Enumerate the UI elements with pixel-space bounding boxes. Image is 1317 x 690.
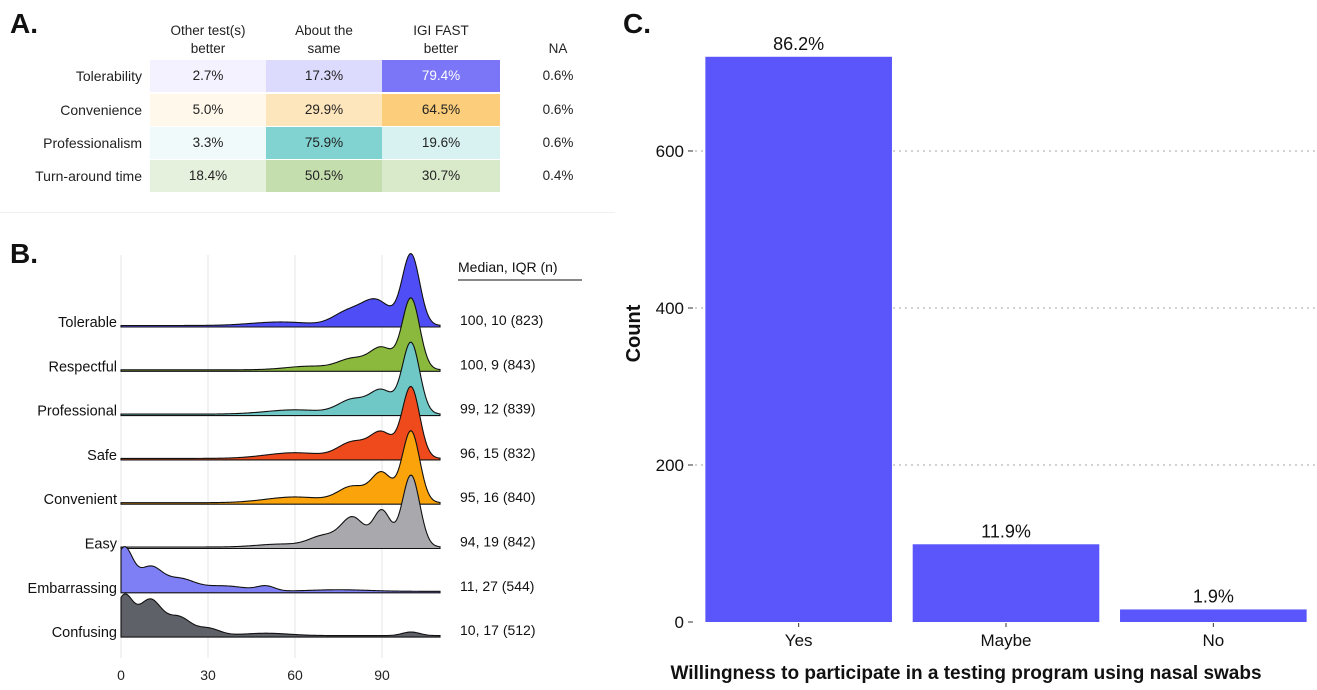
table-cell: 75.9% bbox=[266, 127, 382, 159]
ridge-stats: 100, 9 (843) bbox=[460, 356, 536, 372]
bar bbox=[1120, 609, 1307, 622]
bar-data-label: 11.9% bbox=[981, 521, 1031, 541]
table-cell: 0.6% bbox=[542, 102, 574, 117]
x-tick-label: 60 bbox=[287, 667, 303, 683]
ridge-label: Embarrassing bbox=[28, 581, 117, 597]
ridge-label: Respectful bbox=[48, 359, 117, 375]
table-row-label: Tolerability bbox=[75, 68, 142, 84]
panel-a-label: A. bbox=[10, 8, 38, 39]
table-cell: 29.9% bbox=[266, 94, 382, 126]
bar-chart: 0 200 400 600 86.2% Yes 11.9% Maybe 1.9% No Count W… bbox=[623, 34, 1317, 684]
y-tick-label: 400 bbox=[656, 299, 684, 318]
bar-data-label: 86.2% bbox=[773, 34, 824, 54]
x-tick-label: Maybe bbox=[980, 631, 1031, 650]
ridge-label: Tolerable bbox=[58, 315, 117, 331]
table-cell: 19.6% bbox=[382, 127, 500, 159]
table-cell: 18.4% bbox=[150, 160, 266, 192]
x-tick-label: 90 bbox=[374, 667, 390, 683]
table-cell: 79.4% bbox=[382, 60, 500, 92]
ridge-density bbox=[120, 546, 441, 594]
table-cell: 0.6% bbox=[542, 135, 574, 150]
bar bbox=[705, 56, 892, 622]
table-cell: 64.5% bbox=[382, 94, 500, 126]
x-tick-label: 30 bbox=[200, 667, 216, 683]
x-tick-label: Yes bbox=[785, 631, 813, 650]
panel-a: A. Other test(s) better About the same IGI… bbox=[0, 0, 615, 205]
ridge-density bbox=[120, 593, 441, 638]
ridgeline-chart: 0 30 60 90 Median, IQR (n) Tolerable 100, 10 (… bbox=[28, 252, 582, 683]
table-cell: 17.3% bbox=[266, 60, 382, 92]
x-tick-label: No bbox=[1202, 631, 1224, 650]
panel-c-label: C. bbox=[623, 8, 651, 39]
y-tick-label: 0 bbox=[675, 613, 684, 632]
table-cell: 5.0% bbox=[150, 94, 266, 126]
ridge-label: Confusing bbox=[52, 625, 117, 641]
table-column-header: NA bbox=[548, 41, 568, 56]
x-axis-label: Willingness to participate in a testing … bbox=[670, 663, 1261, 684]
panel-separator bbox=[0, 212, 615, 213]
table-row-label: Convenience bbox=[60, 102, 142, 118]
ridge-density bbox=[120, 430, 441, 505]
table-row-label: Turn-around time bbox=[35, 168, 142, 184]
ridge-stats: 94, 19 (842) bbox=[460, 534, 536, 550]
y-tick-label: 600 bbox=[656, 142, 684, 161]
table-cell: 2.7% bbox=[150, 60, 266, 92]
table-cell: 3.3% bbox=[150, 127, 266, 159]
ridge-density bbox=[120, 385, 441, 461]
table-column-header: About the same bbox=[295, 23, 353, 56]
table-column-header: IGI FAST better bbox=[413, 23, 469, 56]
ridge-stats: 100, 10 (823) bbox=[460, 312, 543, 328]
stats-header: Median, IQR (n) bbox=[458, 259, 558, 275]
ridge-stats: 95, 16 (840) bbox=[460, 489, 536, 505]
panel-c: C. 0 200 400 600 86.2% Yes 11.9% Maybe 1.9% No Cou… bbox=[615, 0, 1317, 685]
bar bbox=[912, 544, 1100, 622]
table-cell: 0.6% bbox=[542, 68, 574, 83]
ridge-stats: 99, 12 (839) bbox=[460, 401, 536, 417]
panel-b: B. 0 30 60 90 Median, IQR (n) Tolerable 100, 1… bbox=[0, 230, 615, 685]
ridge-stats: 10, 17 (512) bbox=[460, 622, 536, 638]
ridge-label: Safe bbox=[87, 448, 117, 464]
bar-data-label: 1.9% bbox=[1193, 586, 1234, 606]
ridge-stats: 96, 15 (832) bbox=[460, 445, 536, 461]
ridge-label: Easy bbox=[85, 537, 118, 553]
ridge-stats: 11, 27 (544) bbox=[460, 578, 534, 594]
ridge-label: Convenient bbox=[44, 492, 117, 508]
y-axis-label: Count bbox=[623, 304, 645, 362]
table-row-label: Professionalism bbox=[43, 135, 142, 151]
table-cell: 50.5% bbox=[266, 160, 382, 192]
x-tick-label: 0 bbox=[117, 667, 125, 683]
panel-b-label: B. bbox=[10, 238, 38, 269]
y-tick-label: 200 bbox=[656, 456, 684, 475]
ridge-density bbox=[120, 474, 441, 550]
ridge-density bbox=[120, 252, 441, 328]
table-column-header: Other test(s) better bbox=[170, 23, 246, 56]
table-cell: 30.7% bbox=[382, 160, 500, 192]
table-cell: 0.4% bbox=[542, 168, 574, 183]
ridge-label: Professional bbox=[37, 404, 117, 420]
